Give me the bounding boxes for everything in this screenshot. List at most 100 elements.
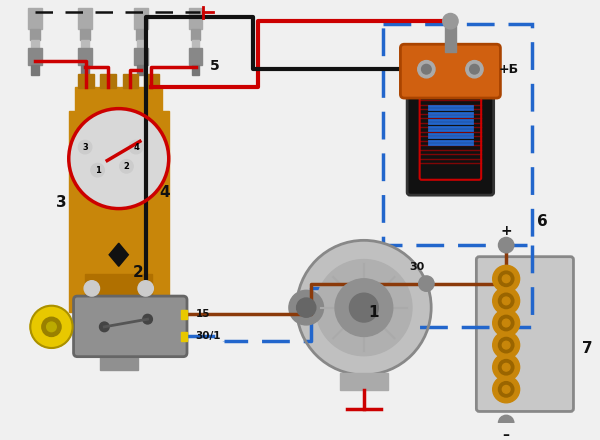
Bar [134,7,148,29]
Bar [79,7,92,29]
Bar [100,332,138,370]
Circle shape [143,314,152,324]
Bar [192,66,199,75]
Bar [31,66,39,75]
Circle shape [493,332,520,359]
Bar [31,40,39,48]
Bar [136,29,146,40]
Circle shape [493,376,520,403]
Circle shape [499,381,514,397]
Circle shape [499,271,514,286]
Circle shape [499,293,514,308]
Bar [383,24,532,245]
FancyBboxPatch shape [74,296,187,357]
Circle shape [42,317,61,337]
Text: +: + [500,224,512,238]
Text: 3: 3 [82,143,88,152]
Circle shape [493,310,520,337]
Bar [134,48,148,66]
Circle shape [499,415,514,431]
Circle shape [502,385,510,393]
Bar [80,29,90,40]
Bar [191,29,200,40]
Circle shape [130,140,143,154]
Circle shape [296,298,316,317]
Circle shape [466,61,483,78]
Circle shape [296,240,431,375]
Circle shape [138,281,154,296]
Text: 6: 6 [537,214,548,229]
Polygon shape [109,243,128,266]
Bar [189,48,202,66]
Bar [31,29,40,40]
Circle shape [91,163,104,177]
Circle shape [316,260,412,356]
Circle shape [493,265,520,292]
Circle shape [79,140,92,154]
Circle shape [493,287,520,314]
Circle shape [100,322,109,332]
Text: 1: 1 [95,165,101,175]
Circle shape [31,306,73,348]
Bar [137,66,145,75]
Bar [79,48,92,66]
Bar [192,40,199,48]
Circle shape [470,64,479,74]
Text: 30: 30 [409,262,424,272]
Bar [85,274,152,332]
Circle shape [335,279,393,337]
Text: 4: 4 [133,143,139,152]
Bar [81,40,89,48]
Bar [141,87,162,120]
Bar [340,373,388,390]
FancyBboxPatch shape [400,44,500,98]
Circle shape [499,359,514,375]
Text: 3: 3 [56,194,67,210]
Bar [28,48,42,66]
Bar [137,40,145,48]
Text: 7: 7 [582,341,593,356]
Circle shape [418,61,435,78]
Text: +Б: +Б [499,63,518,76]
Bar [69,110,169,312]
FancyBboxPatch shape [407,69,494,195]
Circle shape [47,322,56,332]
Bar [28,7,42,29]
Bar [52,322,79,332]
Circle shape [502,297,510,305]
Circle shape [69,109,169,209]
Bar [144,74,159,88]
FancyBboxPatch shape [476,257,574,411]
Bar [79,74,94,88]
Bar [181,310,187,319]
Bar [98,87,119,120]
Bar [122,74,138,88]
Text: 2: 2 [133,265,144,280]
Bar [81,66,89,75]
Circle shape [502,275,510,282]
Circle shape [499,315,514,331]
Text: 1: 1 [368,305,379,320]
Circle shape [120,160,133,173]
Text: 2: 2 [124,162,130,171]
Circle shape [502,341,510,349]
Circle shape [349,293,379,322]
Circle shape [493,354,520,381]
Bar [100,74,116,88]
Text: 15: 15 [196,309,210,319]
Bar [445,21,456,52]
Bar [181,332,187,341]
Text: 30/1: 30/1 [196,331,221,341]
Circle shape [419,276,434,291]
Text: 4: 4 [159,185,170,200]
Bar [189,7,202,29]
Circle shape [502,363,510,371]
Circle shape [499,337,514,353]
Circle shape [84,281,100,296]
Circle shape [502,319,510,327]
Text: –: – [503,429,509,440]
Bar [76,87,97,120]
Text: 5: 5 [210,59,220,73]
Circle shape [422,64,431,74]
Circle shape [289,290,323,325]
